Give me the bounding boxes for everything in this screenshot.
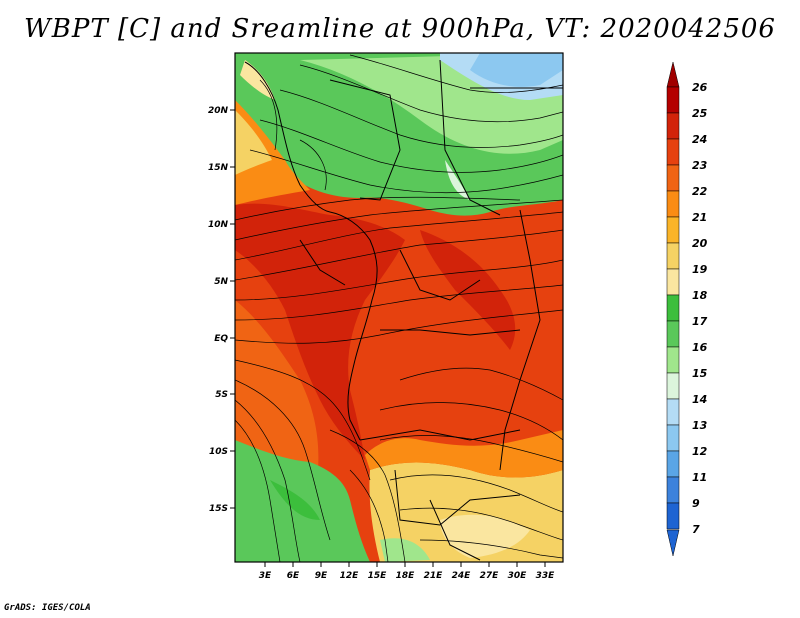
wbpt-field bbox=[235, 53, 563, 562]
colorbar-labels: 26 25 24 23 22 21 20 19 18 17 16 15 14 1… bbox=[692, 81, 708, 536]
colorbar-boxes bbox=[666, 86, 680, 530]
colorbar-box bbox=[666, 86, 680, 114]
colorbar-box bbox=[666, 450, 680, 478]
lat-label: 20N bbox=[208, 106, 229, 116]
grads-credit: GrADS: IGES/COLA bbox=[4, 603, 91, 613]
map-title: WBPT [C] and Sreamline at 900hPa, VT: 20… bbox=[24, 14, 776, 44]
map-frame bbox=[234, 52, 564, 563]
colorbar-box bbox=[666, 216, 680, 244]
colorbar-label: 16 bbox=[692, 341, 708, 354]
field-north-blue2 bbox=[470, 53, 563, 87]
colorbar-label: 22 bbox=[692, 185, 708, 198]
colorbar-label: 26 bbox=[692, 81, 708, 94]
colorbar: 26 25 24 23 22 21 20 19 18 17 16 15 14 1… bbox=[666, 61, 708, 557]
lon-label: 6E bbox=[287, 571, 300, 581]
lon-label: 18E bbox=[396, 571, 416, 581]
lon-label: 33E bbox=[536, 571, 556, 581]
colorbar-label: 14 bbox=[692, 393, 707, 406]
field-red-core bbox=[235, 203, 405, 461]
lon-label: 21E bbox=[424, 571, 444, 581]
lon-label: 15E bbox=[368, 571, 388, 581]
colorbar-box bbox=[666, 424, 680, 452]
colorbar-label: 20 bbox=[692, 237, 708, 250]
lat-label: 15S bbox=[209, 504, 228, 514]
colorbar-label: 15 bbox=[692, 367, 708, 380]
colorbar-box bbox=[666, 320, 680, 348]
lat-label: EQ bbox=[214, 334, 228, 344]
country-borders bbox=[244, 59, 563, 561]
colorbar-box bbox=[666, 398, 680, 426]
colorbar-box bbox=[666, 294, 680, 322]
field-west-ocean bbox=[235, 300, 319, 470]
field-south-orange bbox=[365, 430, 563, 478]
colorbar-top-arrow bbox=[666, 61, 680, 88]
colorbar-label: 19 bbox=[692, 263, 708, 276]
colorbar-label: 9 bbox=[692, 497, 700, 510]
colorbar-label: 21 bbox=[692, 211, 707, 224]
axis-ticks bbox=[230, 109, 546, 567]
colorbar-label: 25 bbox=[692, 107, 708, 120]
colorbar-label: 11 bbox=[692, 471, 707, 484]
colorbar-label: 12 bbox=[692, 445, 708, 458]
streamlines bbox=[235, 54, 563, 562]
colorbar-label: 7 bbox=[692, 523, 700, 536]
colorbar-box bbox=[666, 164, 680, 192]
field-nw-yellow bbox=[235, 110, 272, 175]
colorbar-bottom-arrow bbox=[666, 529, 680, 557]
field-nw-orange bbox=[235, 100, 310, 205]
lat-label: 15N bbox=[208, 163, 229, 173]
longitude-labels: 3E 6E 9E 12E 15E 18E 21E 24E 27E 30E 33E bbox=[259, 571, 555, 581]
lon-label: 9E bbox=[315, 571, 328, 581]
lat-label: 10N bbox=[208, 220, 229, 230]
field-nw-pale bbox=[240, 60, 275, 100]
field-south-lightgreen bbox=[380, 538, 430, 562]
colorbar-label: 18 bbox=[692, 289, 708, 302]
field-pale-patch bbox=[445, 160, 470, 200]
colorbar-box bbox=[666, 112, 680, 140]
colorbar-box bbox=[666, 138, 680, 166]
field-south-darkgreen bbox=[270, 480, 320, 520]
lat-label: 5N bbox=[214, 277, 228, 287]
lon-label: 12E bbox=[340, 571, 360, 581]
lon-label: 3E bbox=[259, 571, 272, 581]
colorbar-box bbox=[666, 190, 680, 218]
colorbar-box bbox=[666, 242, 680, 270]
colorbar-box bbox=[666, 502, 680, 530]
lat-label: 5S bbox=[215, 390, 228, 400]
colorbar-label: 17 bbox=[692, 315, 708, 328]
lon-label: 24E bbox=[452, 571, 472, 581]
colorbar-box bbox=[666, 346, 680, 374]
lon-label: 30E bbox=[508, 571, 528, 581]
colorbar-box bbox=[666, 372, 680, 400]
lon-label: 27E bbox=[480, 571, 500, 581]
latitude-labels: 20N 15N 10N 5N EQ 5S 10S 15S bbox=[208, 106, 229, 514]
lat-label: 10S bbox=[209, 447, 228, 457]
colorbar-box bbox=[666, 268, 680, 296]
colorbar-label: 24 bbox=[692, 133, 707, 146]
colorbar-box bbox=[666, 476, 680, 504]
colorbar-label: 23 bbox=[692, 159, 708, 172]
field-south-pale bbox=[440, 514, 530, 558]
field-red-core-east bbox=[420, 230, 516, 350]
colorbar-label: 13 bbox=[692, 419, 708, 432]
